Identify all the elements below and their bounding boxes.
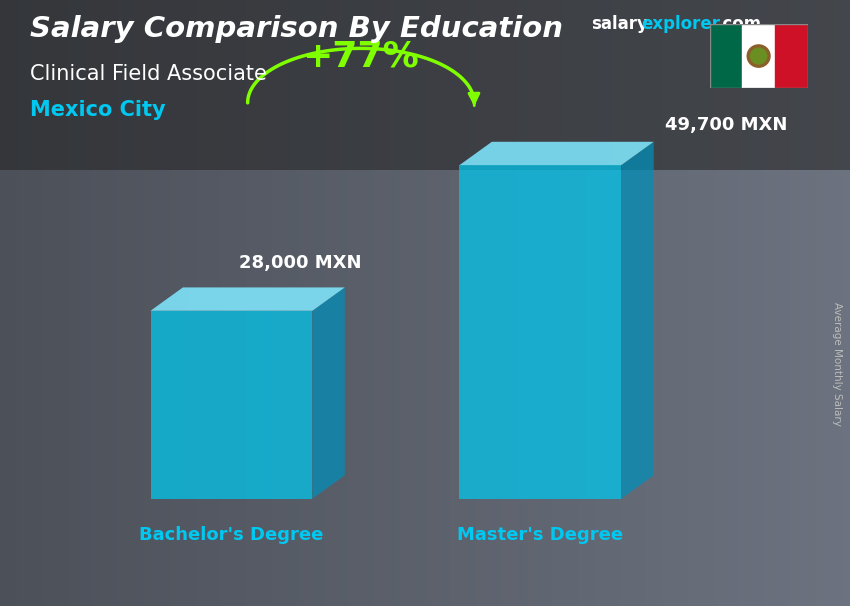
Bar — [775, 24, 808, 88]
Circle shape — [751, 48, 767, 64]
Text: +77%: +77% — [303, 39, 419, 73]
Polygon shape — [460, 165, 621, 499]
Text: 49,700 MXN: 49,700 MXN — [666, 116, 788, 134]
Text: Mexico City: Mexico City — [30, 100, 166, 120]
Bar — [742, 24, 775, 88]
Polygon shape — [150, 287, 345, 311]
Polygon shape — [313, 287, 345, 499]
Circle shape — [747, 45, 770, 67]
Text: .com: .com — [717, 15, 762, 33]
Text: 28,000 MXN: 28,000 MXN — [239, 254, 361, 272]
Bar — [0, 0, 850, 170]
Text: explorer: explorer — [642, 15, 721, 33]
Text: Average Monthly Salary: Average Monthly Salary — [832, 302, 842, 425]
Polygon shape — [621, 142, 654, 499]
Text: salary: salary — [591, 15, 648, 33]
Text: Bachelor's Degree: Bachelor's Degree — [139, 526, 324, 544]
Bar — [710, 24, 742, 88]
Polygon shape — [460, 142, 654, 165]
Polygon shape — [150, 311, 313, 499]
Text: Master's Degree: Master's Degree — [457, 526, 623, 544]
Text: Salary Comparison By Education: Salary Comparison By Education — [30, 15, 563, 43]
Text: Clinical Field Associate: Clinical Field Associate — [30, 64, 267, 84]
